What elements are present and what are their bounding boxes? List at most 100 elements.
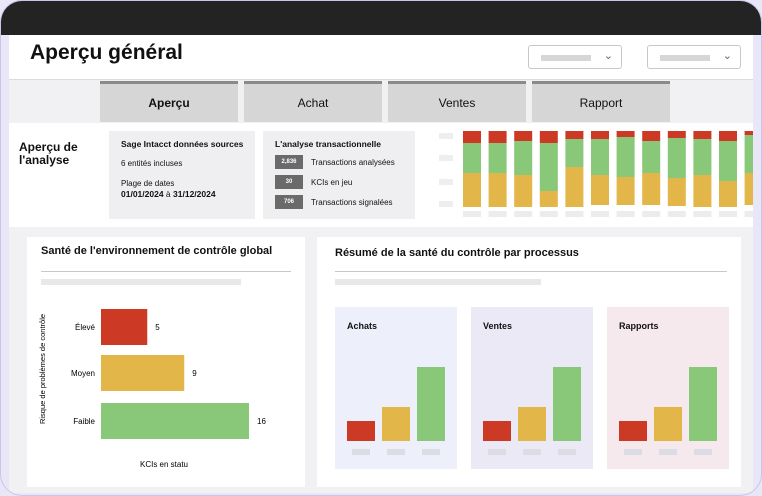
bar-1 xyxy=(101,355,185,391)
process-health-title: Résumé de la santé du contrôle par proce… xyxy=(335,247,579,259)
mini-bar-green xyxy=(693,139,712,175)
window-top-bar xyxy=(1,1,761,35)
category-label: Moyen xyxy=(71,369,95,378)
mini-axis-tick xyxy=(719,211,737,217)
mini-bar-green xyxy=(539,143,558,191)
value-label: 16 xyxy=(257,417,266,426)
placeholder-line xyxy=(335,279,541,285)
mini-bar-yellow xyxy=(744,173,753,205)
process-panel-ventes: Ventes xyxy=(471,307,593,469)
process-axis-tick xyxy=(352,449,370,455)
dropdown-placeholder xyxy=(541,55,591,61)
mini-bar-green xyxy=(616,137,635,177)
process-health-card: Résumé de la santé du contrôle par proce… xyxy=(317,237,741,487)
process-axis-tick xyxy=(488,449,506,455)
bar-2 xyxy=(101,403,249,439)
control-health-title: Santé de l'environnement de contrôle glo… xyxy=(41,245,273,257)
mini-bar-yellow xyxy=(514,175,533,207)
mini-bar-green xyxy=(642,141,661,173)
mini-placeholder xyxy=(439,179,453,185)
tab-apercu[interactable]: Aperçu xyxy=(100,81,238,122)
process-bar-2 xyxy=(553,367,581,441)
process-bar-1 xyxy=(382,407,410,441)
mini-axis-tick xyxy=(591,211,609,217)
mini-bar-yellow xyxy=(719,181,737,207)
process-bar-2 xyxy=(417,367,445,441)
category-label: Faible xyxy=(73,417,95,426)
mini-bar-red xyxy=(565,131,584,139)
chevron-down-icon: ⌄ xyxy=(603,50,613,62)
mini-bar-green xyxy=(744,135,753,173)
process-axis-tick xyxy=(523,449,541,455)
page-title: Aperçu général xyxy=(30,41,183,64)
mini-bar-red xyxy=(539,131,558,143)
mini-bar-red xyxy=(488,131,507,143)
tab-rapport[interactable]: Rapport xyxy=(532,81,670,122)
mini-bar-yellow xyxy=(642,173,661,205)
mini-bar-green xyxy=(488,143,507,173)
bar-0 xyxy=(101,309,148,345)
process-panel-rapports: Rapports xyxy=(607,307,729,469)
process-axis-tick xyxy=(422,449,440,455)
mini-bar-red xyxy=(463,131,481,143)
chevron-down-icon: ⌄ xyxy=(722,50,732,62)
mini-bar-red xyxy=(642,131,661,141)
tab-ventes[interactable]: Ventes xyxy=(388,81,526,122)
process-bar-0 xyxy=(483,421,511,441)
placeholder-line xyxy=(41,279,241,285)
mini-bar-red xyxy=(693,131,712,139)
date-separator: à xyxy=(165,189,171,199)
mini-bar-yellow xyxy=(488,173,507,207)
dropdown-placeholder xyxy=(660,55,710,61)
mini-bar-green xyxy=(514,141,533,175)
y-axis-label: Risque de problèmes de contrôle xyxy=(38,314,47,424)
metric-badge: 706 xyxy=(275,195,303,209)
mini-axis-tick xyxy=(488,211,507,217)
mini-axis-tick xyxy=(616,211,635,217)
process-bar-2 xyxy=(689,367,717,441)
metric-label: Transactions analysées xyxy=(311,158,395,167)
summary-title: Aperçu de l'analyse xyxy=(19,140,78,167)
entities-count: 6 entités incluses xyxy=(121,159,183,168)
mini-bar-yellow xyxy=(463,173,481,207)
process-panel-title: Rapports xyxy=(619,321,659,331)
transaction-analysis-box: L'analyse transactionnelle 2,836 Transac… xyxy=(263,131,415,219)
mini-axis-tick xyxy=(463,211,481,217)
tab-bar: Aperçu Achat Ventes Rapport xyxy=(9,81,753,123)
date-from: 01/01/2024 xyxy=(121,189,164,199)
mini-bar-green xyxy=(591,139,609,175)
dashboard-screen: Aperçu général ⌄ ⌄ Aperçu Achat Ventes R… xyxy=(9,35,753,493)
source-title: Sage Intacct données sources xyxy=(121,139,244,149)
mini-axis-tick xyxy=(514,211,533,217)
mini-bar-yellow xyxy=(565,167,584,207)
process-panel-title: Ventes xyxy=(483,321,513,331)
value-label: 9 xyxy=(192,369,197,378)
mini-bar-yellow xyxy=(667,178,686,206)
x-axis-label: KCIs en statu xyxy=(140,460,188,469)
filter-dropdown-1[interactable]: ⌄ xyxy=(528,45,622,69)
process-axis-tick xyxy=(558,449,576,455)
date-range-value: 01/01/2024 à 31/12/2024 xyxy=(121,189,216,199)
date-to: 31/12/2024 xyxy=(173,189,216,199)
metric-badge: 30 xyxy=(275,175,303,189)
date-range-label: Plage de dates xyxy=(121,179,175,188)
process-axis-tick xyxy=(387,449,405,455)
mini-axis-tick xyxy=(667,211,686,217)
process-panel-achats: Achats xyxy=(335,307,457,469)
process-bar-0 xyxy=(619,421,647,441)
mini-axis-tick xyxy=(539,211,558,217)
mini-bar-red xyxy=(744,131,753,135)
mini-bar-yellow xyxy=(539,191,558,207)
filter-dropdown-2[interactable]: ⌄ xyxy=(647,45,741,69)
transaction-trend-mini-chart xyxy=(439,131,753,217)
value-label: 5 xyxy=(155,323,160,332)
tab-achat[interactable]: Achat xyxy=(244,81,382,122)
mini-bar-red xyxy=(514,131,533,141)
analysis-summary-card: Aperçu de l'analyse Sage Intacct données… xyxy=(9,123,753,227)
mini-bar-green xyxy=(719,141,737,181)
analysis-title: L'analyse transactionnelle xyxy=(275,139,381,149)
mini-bar-yellow xyxy=(591,175,609,205)
control-health-card: Santé de l'environnement de contrôle glo… xyxy=(27,237,305,487)
page-header: Aperçu général ⌄ ⌄ xyxy=(9,35,753,80)
